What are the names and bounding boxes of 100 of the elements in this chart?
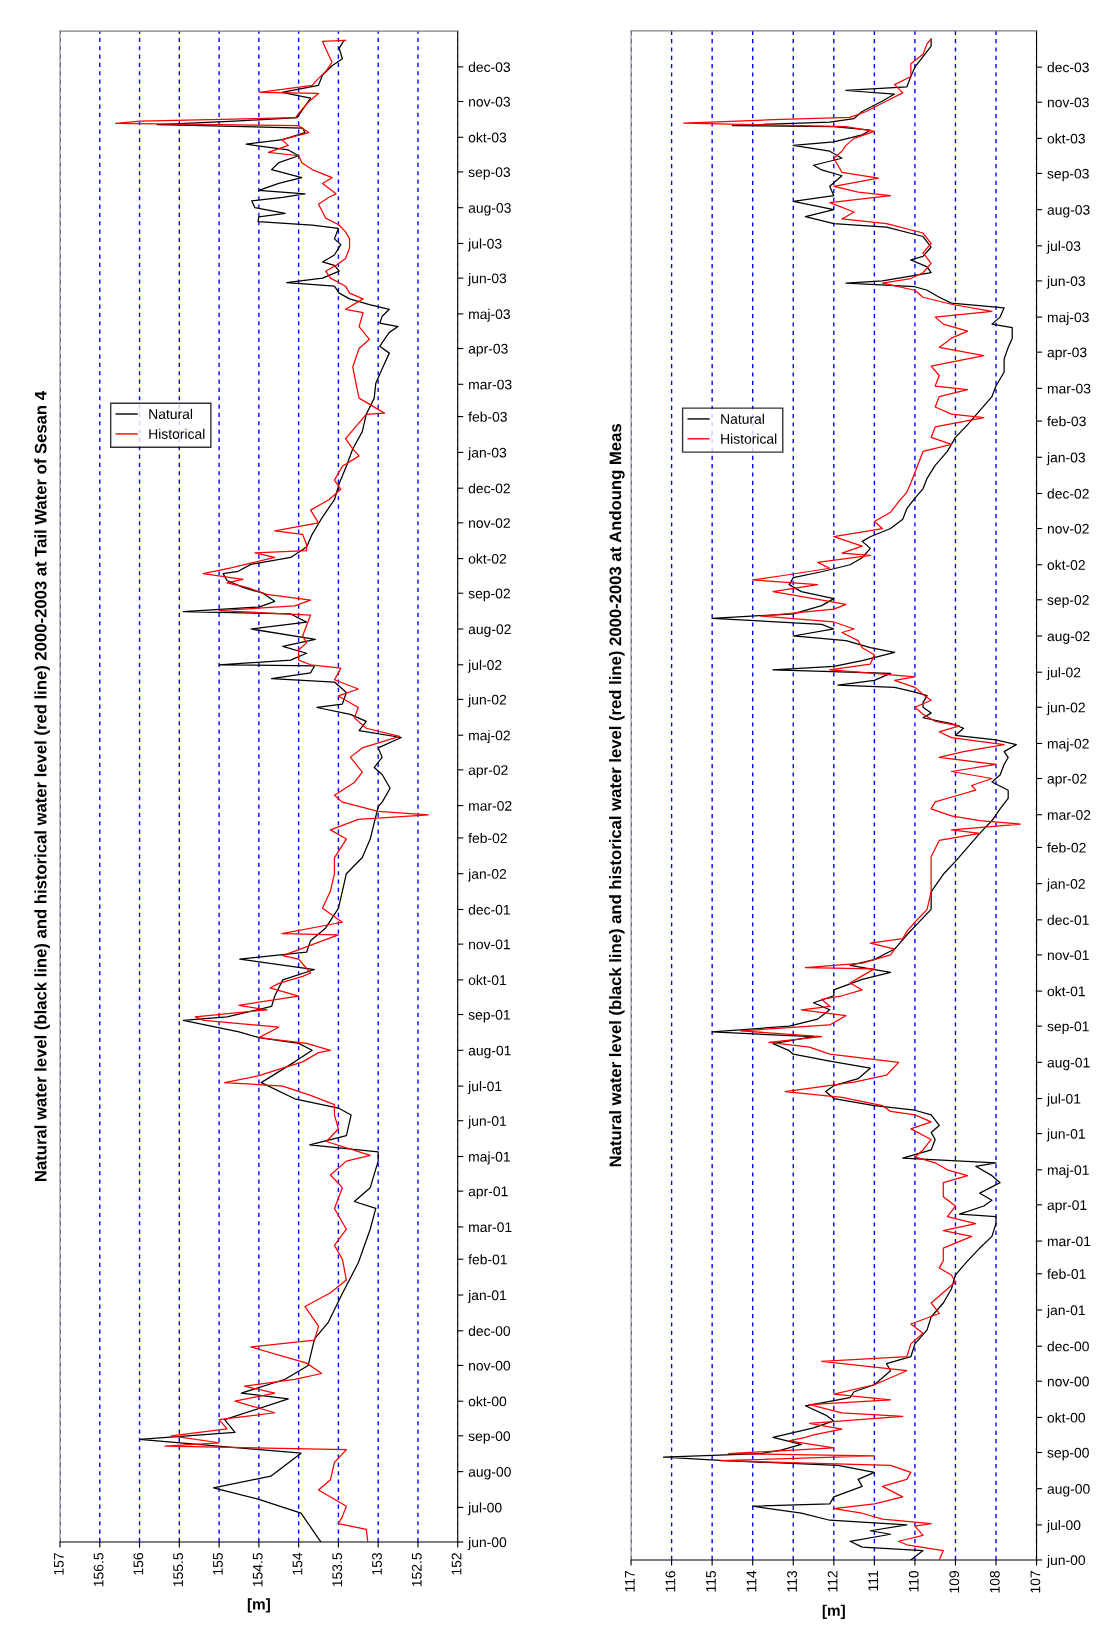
y-tick-label: mar-01 (1047, 1236, 1091, 1247)
y-tick-label: feb-01 (1047, 1268, 1086, 1279)
x-tick-label: 156.5 (93, 1553, 104, 1587)
x-tick-label: 155.5 (173, 1553, 184, 1587)
y-tick-label: dec-01 (468, 904, 510, 915)
y-tick-label: aug-00 (468, 1466, 511, 1480)
y-tick-label: maj-03 (1047, 312, 1089, 326)
x-tick-label: 114 (746, 1570, 757, 1592)
y-tick-label: dec-00 (1047, 1341, 1089, 1352)
text: Natural water level (black line) and historical water level (red line) 2000-2003 at Andoung Meas (609, 424, 625, 1167)
y-tick-label: feb-02 (468, 832, 507, 844)
x-tick-label: 153.5 (332, 1553, 343, 1587)
x-tick-label: 115 (706, 1570, 716, 1592)
x-axis-title: [m] (247, 1598, 270, 1613)
y-tick-label: nov-01 (469, 939, 510, 950)
y-tick-label: maj-01 (469, 1151, 510, 1165)
y-tick-label: maj-02 (1047, 738, 1089, 752)
y-tick-label: nov-01 (1047, 950, 1089, 961)
y-tick-label: feb-03 (468, 411, 507, 422)
y-tick-label: apr-03 (468, 343, 508, 357)
legend-label: Natural (721, 413, 764, 424)
x-tick-label: 112 (827, 1571, 838, 1592)
y-tick-label: jun-02 (1046, 702, 1085, 716)
y-tick-label: mar-03 (469, 379, 512, 390)
y-tick-label: dec-03 (1047, 62, 1089, 73)
y-tick-label: mar-02 (1047, 810, 1091, 820)
text: Natural water level (black line) and historical water level (red line) 2000-2003 at Tail Water of Sesan 4 (34, 391, 50, 1181)
y-tick-label: sep-02 (468, 588, 510, 602)
x-tick-label: 152 (451, 1553, 462, 1575)
y-tick-label: jun-02 (467, 694, 507, 708)
x-tick-label: 157 (54, 1553, 64, 1575)
y-tick-label: mar-03 (1047, 383, 1091, 394)
x-tick-label: 116 (665, 1570, 676, 1592)
y-tick-label: sep-01 (1047, 1021, 1089, 1035)
y-tick-label: aug-02 (1047, 631, 1090, 644)
y-tick-label: okt-02 (468, 553, 507, 564)
y-tick-label: apr-02 (468, 765, 508, 778)
x-tick-label: 153 (372, 1553, 382, 1575)
y-tick-label: apr-01 (1047, 1200, 1087, 1213)
y-tick-label: okt-00 (1047, 1412, 1086, 1423)
x-axis-title: [m] (822, 1604, 845, 1619)
y-tick-label: jun-00 (1046, 1554, 1086, 1568)
y-tick-label: jul-02 (1046, 667, 1081, 681)
x-tick-label: 117 (625, 1571, 635, 1592)
y-tick-label: jun-03 (1046, 275, 1085, 289)
y-tick-label: okt-01 (468, 974, 507, 986)
x-tick-label: 108 (989, 1570, 1000, 1593)
y-tick-label: jul-03 (1046, 240, 1081, 254)
y-tick-label: nov-02 (1047, 523, 1089, 534)
y-tick-label: maj-02 (469, 730, 510, 744)
x-tick-label: 111 (868, 1571, 878, 1591)
y-tick-label: maj-01 (1047, 1164, 1089, 1178)
y-tick-label: jan-01 (1046, 1304, 1085, 1318)
y-tick-label: feb-01 (468, 1254, 507, 1265)
x-tick-label: 155 (213, 1553, 223, 1575)
y-tick-label: jul-02 (467, 659, 502, 673)
y-tick-label: dec-00 (468, 1325, 511, 1336)
y-tick-label: dec-03 (468, 61, 510, 73)
y-tick-label: jun-01 (1046, 1128, 1085, 1142)
y-tick-label: aug-03 (468, 203, 511, 216)
y-tick-label: nov-03 (1047, 97, 1089, 108)
y-tick-label: dec-02 (468, 483, 510, 494)
y-tick-label: feb-02 (1047, 842, 1086, 853)
y-tick-label: sep-00 (468, 1431, 511, 1444)
y-tick-label: okt-03 (468, 132, 507, 143)
y-tick-label: aug-00 (1047, 1484, 1090, 1497)
y-tick-label: okt-00 (468, 1396, 507, 1407)
legend-label: Historical (721, 433, 777, 444)
y-tick-label: sep-03 (468, 167, 510, 180)
x-tick-label: 156 (133, 1553, 144, 1575)
y-tick-label: jan-02 (1046, 878, 1085, 892)
y-tick-label: jan-03 (467, 447, 507, 461)
y-tick-label: okt-02 (1047, 559, 1085, 570)
x-tick-label: 154.5 (252, 1553, 263, 1587)
x-tick-label: 154 (292, 1552, 303, 1575)
y-tick-label: sep-02 (1047, 595, 1089, 608)
y-tick-label: apr-01 (468, 1186, 508, 1200)
y-tick-label: aug-01 (468, 1045, 511, 1059)
y-tick-label: jul-00 (1046, 1519, 1081, 1533)
y-tick-label: dec-02 (1047, 488, 1089, 499)
y-tick-label: jun-01 (467, 1115, 507, 1129)
x-tick-label: 113 (787, 1570, 797, 1592)
y-tick-label: jun-03 (467, 273, 507, 287)
y-tick-label: sep-01 (468, 1009, 510, 1023)
y-tick-label: mar-01 (469, 1222, 512, 1233)
y-tick-label: jul-03 (467, 238, 502, 252)
y-tick-label: feb-03 (1047, 416, 1086, 427)
y-tick-label: maj-03 (469, 308, 510, 322)
x-tick-label: 110 (908, 1570, 919, 1592)
y-tick-label: jul-01 (1046, 1093, 1081, 1107)
legend-label: Natural (149, 408, 193, 420)
y-tick-label: okt-03 (1047, 133, 1085, 144)
y-tick-label: jul-00 (467, 1502, 502, 1516)
x-tick-label: 109 (949, 1571, 960, 1593)
y-tick-label: jan-03 (1046, 452, 1085, 466)
y-tick-label: jan-02 (467, 868, 507, 882)
y-tick-label: okt-01 (1047, 986, 1085, 997)
y-tick-label: nov-02 (469, 518, 510, 528)
y-tick-label: apr-02 (1047, 773, 1087, 787)
legend-label: Historical (149, 428, 205, 439)
